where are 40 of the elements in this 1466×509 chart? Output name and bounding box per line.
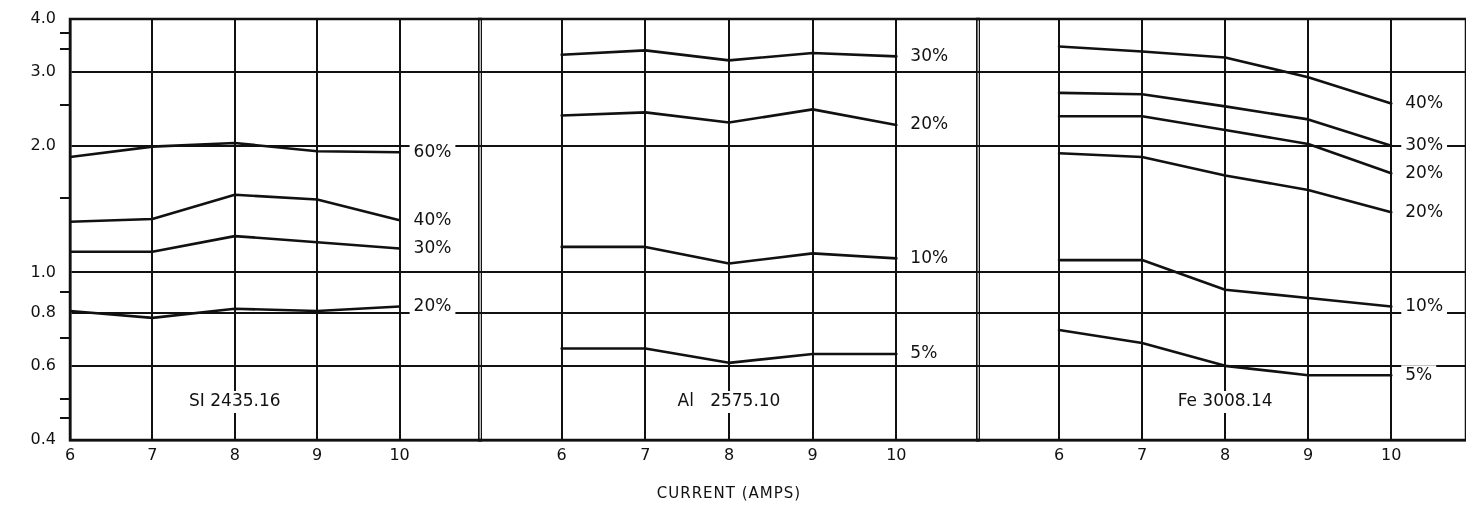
series-label: 5% — [1405, 363, 1433, 384]
series-label: 20% — [1405, 161, 1444, 182]
x-tick-label: 6 — [556, 444, 567, 464]
series-label: 10% — [910, 246, 949, 267]
annotation: Fe 3008.14 — [1177, 390, 1273, 411]
x-tick-label: 10 — [886, 444, 907, 464]
y-tick-label: 0.4 — [30, 429, 56, 449]
series-label: 20% — [413, 294, 452, 315]
x-tick-label: 7 — [640, 444, 651, 464]
series-label: 5% — [910, 342, 938, 363]
x-tick-label: 6 — [1053, 444, 1065, 464]
x-tick-label: 7 — [1137, 444, 1148, 464]
series-label: 40% — [1405, 91, 1444, 112]
y-tick-label: 1.0 — [30, 261, 56, 281]
y-tick-label: 2.0 — [30, 134, 56, 154]
series-label: 30% — [413, 236, 452, 257]
x-tick-label: 10 — [1381, 444, 1402, 464]
x-tick-label: 9 — [807, 444, 818, 464]
series-label: 30% — [910, 44, 949, 65]
series-label: 20% — [910, 113, 949, 134]
x-tick-label: 6 — [64, 444, 76, 464]
series-label: 30% — [1405, 134, 1444, 155]
y-tick-label: 0.6 — [30, 355, 56, 375]
x-tick-label: 7 — [147, 444, 158, 464]
y-tick-label: 4.0 — [30, 8, 56, 28]
x-tick-label: 8 — [723, 444, 735, 464]
y-tick-label: 0.8 — [30, 302, 56, 322]
series-label: 20% — [1405, 200, 1444, 221]
annotation: SI 2435.16 — [189, 390, 281, 411]
x-tick-label: 8 — [1220, 444, 1231, 464]
series-label: 10% — [1405, 294, 1444, 315]
x-tick-label: 9 — [312, 444, 323, 464]
x-axis-title: CURRENT (AMPS) — [656, 483, 802, 502]
x-tick-label: 10 — [389, 444, 410, 464]
annotation: Al 2575.10 — [677, 390, 781, 411]
y-tick-label: 3.0 — [30, 60, 56, 80]
series-label: 40% — [413, 208, 452, 229]
x-tick-label: 8 — [229, 444, 240, 464]
x-tick-label: 9 — [1303, 444, 1314, 464]
series-label: 60% — [413, 140, 452, 161]
